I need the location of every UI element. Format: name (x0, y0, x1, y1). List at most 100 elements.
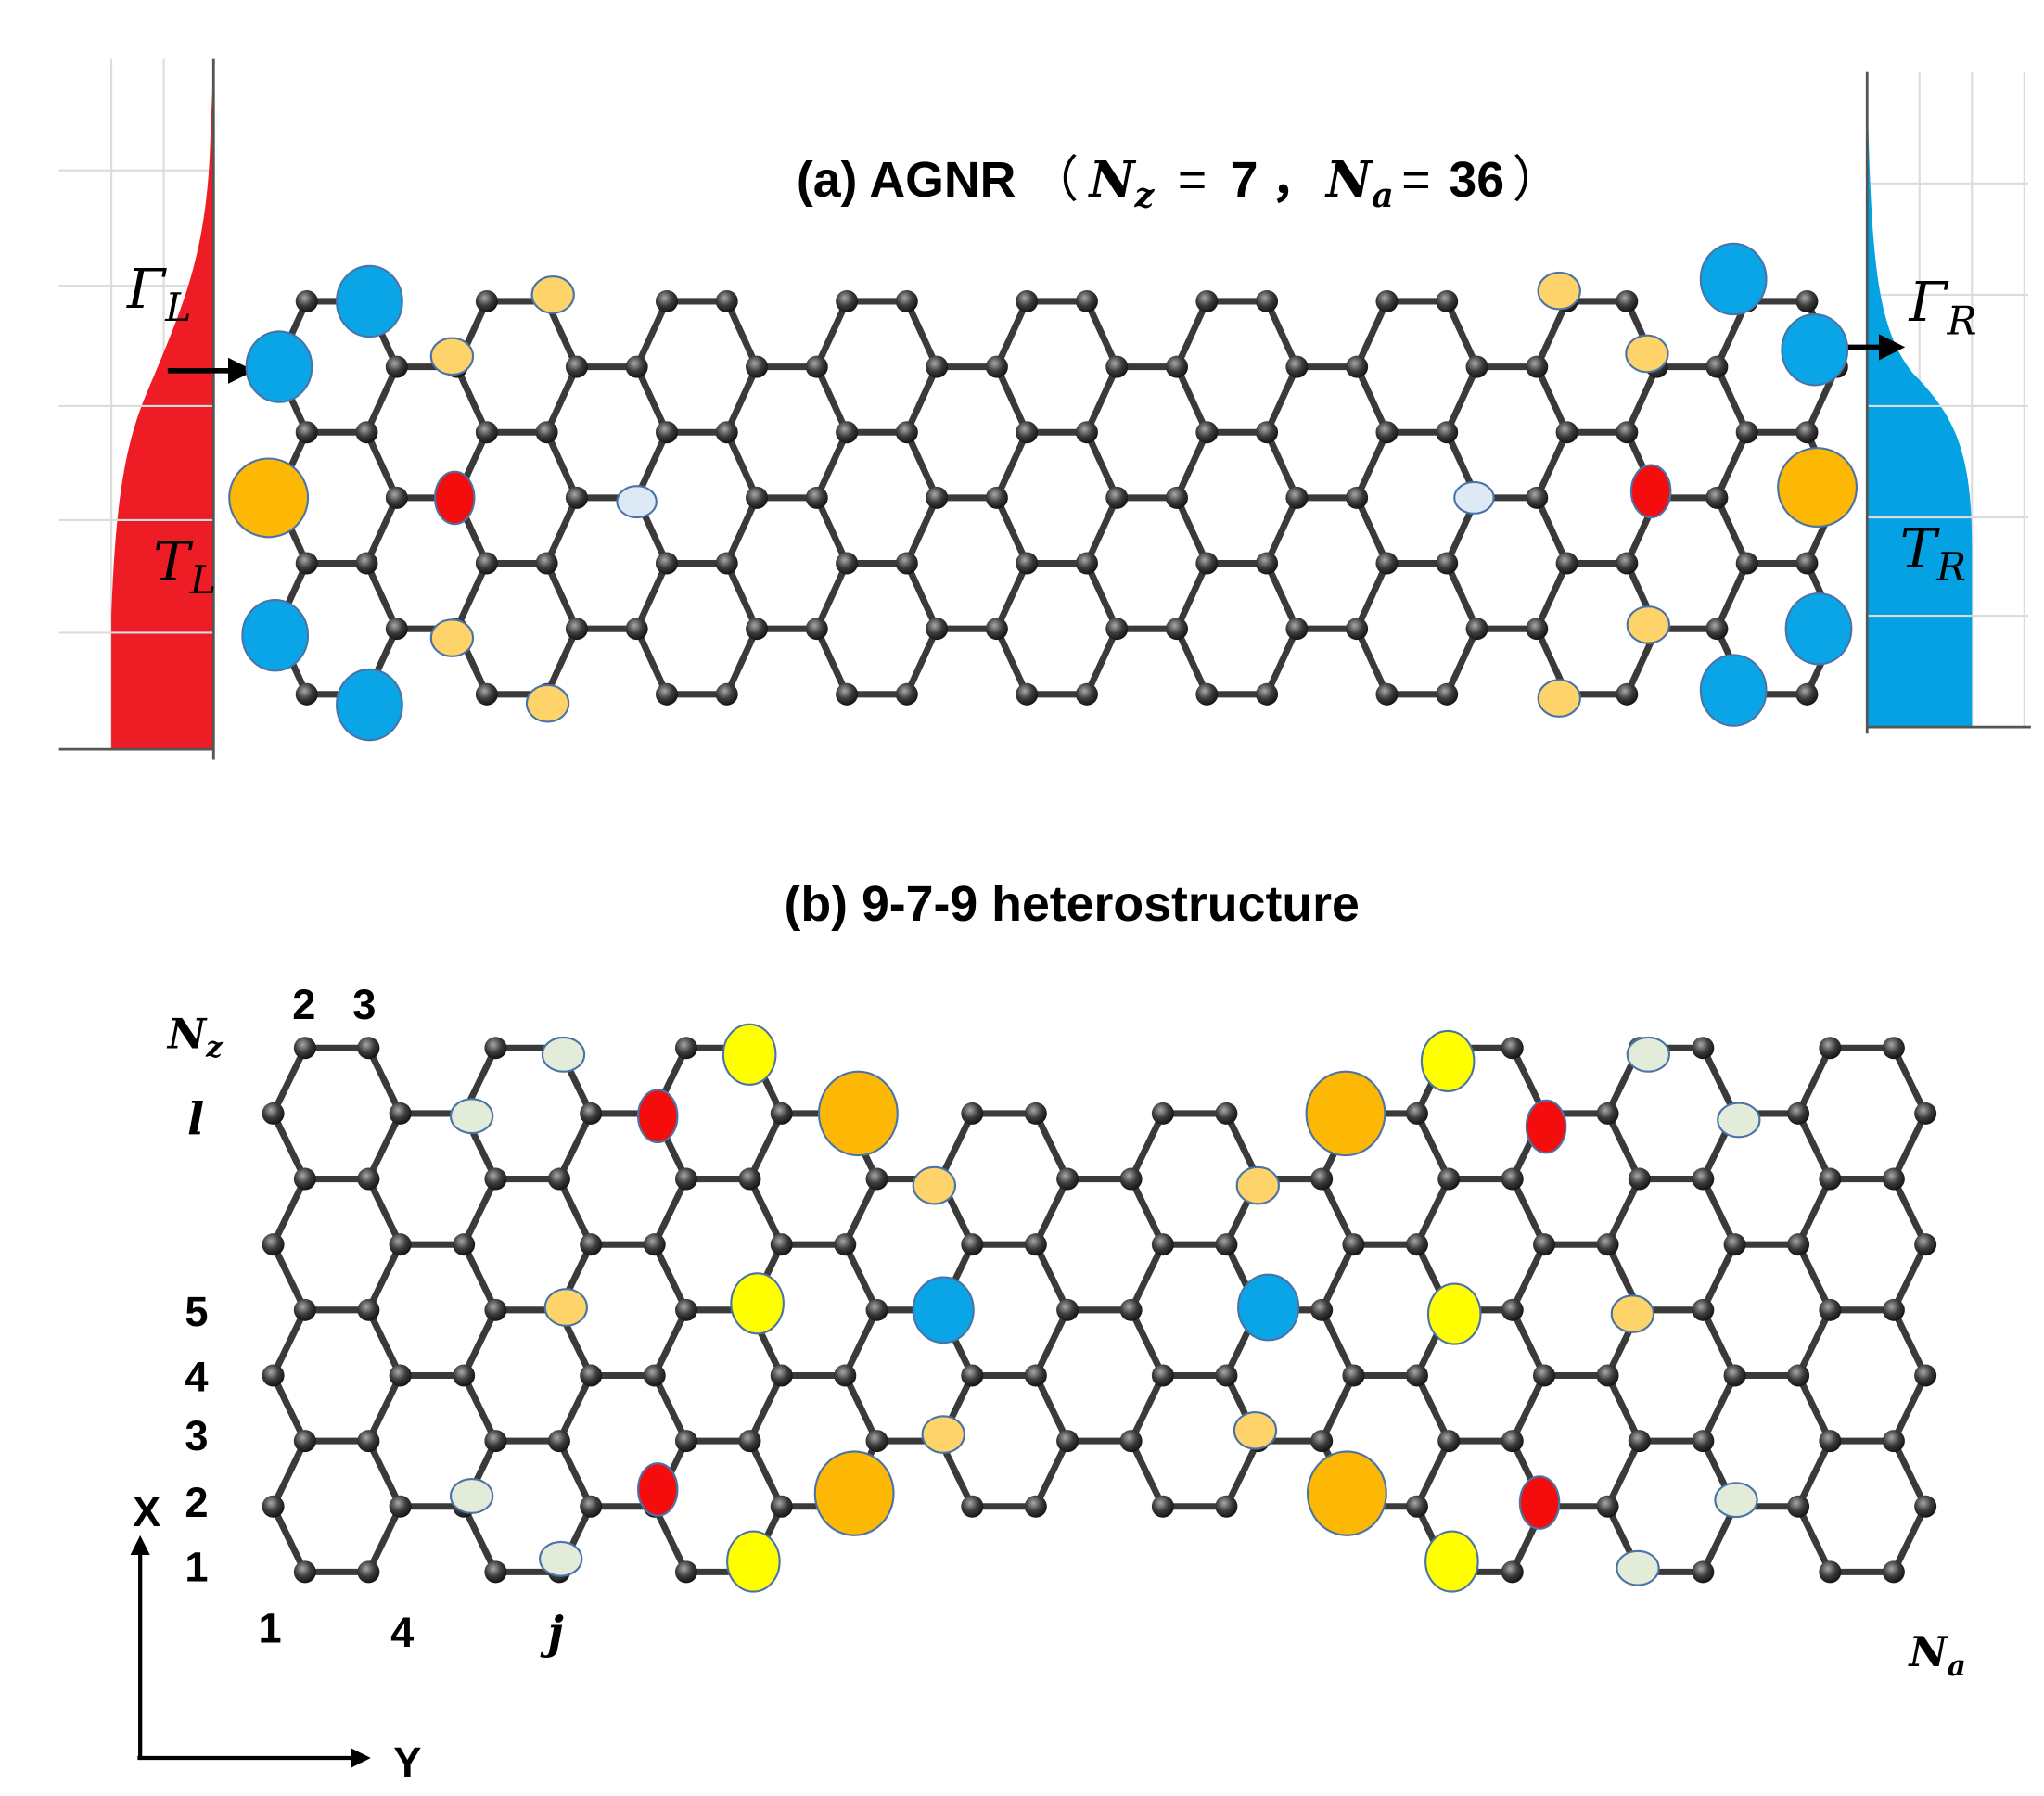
bond (543, 363, 581, 436)
bond (813, 625, 850, 698)
atom (655, 289, 678, 312)
atom (1465, 618, 1488, 641)
bond (1128, 1241, 1167, 1314)
bond (1128, 1437, 1167, 1510)
bond (723, 298, 760, 371)
atom (1151, 1233, 1174, 1256)
bond (1263, 298, 1300, 371)
site (1610, 1294, 1655, 1333)
atom (1195, 552, 1219, 575)
bond (460, 1371, 499, 1445)
bond (993, 363, 1030, 436)
bond (1173, 625, 1210, 698)
bond (651, 1371, 690, 1445)
atom (1024, 1102, 1047, 1125)
atom (1285, 618, 1309, 641)
atom (1016, 289, 1039, 312)
atom (535, 421, 558, 444)
bond (841, 1306, 881, 1380)
bond (746, 1110, 786, 1183)
atom (1437, 1167, 1461, 1191)
atom (385, 355, 408, 378)
site (1537, 271, 1581, 311)
bond (903, 428, 940, 502)
bond (1713, 363, 1751, 436)
bond (270, 1306, 309, 1380)
bond (746, 1176, 786, 1248)
site (912, 1165, 957, 1205)
atom (580, 1364, 603, 1387)
bond (270, 1241, 309, 1314)
bond (1890, 1437, 1929, 1510)
bond (1083, 363, 1120, 436)
bond (1353, 428, 1391, 502)
atom (1165, 355, 1189, 378)
panel-a-title: (a) AGNR （Nz = 7， Na = 36） (797, 150, 1562, 215)
atom (262, 1364, 285, 1387)
atom (357, 1430, 380, 1453)
atom (1616, 289, 1639, 312)
bond (841, 1176, 881, 1248)
atom (715, 552, 738, 575)
bond (1699, 1371, 1739, 1445)
atom (655, 421, 678, 444)
site (429, 337, 475, 376)
atom (357, 1298, 380, 1321)
atom (865, 1298, 888, 1321)
atom (1075, 552, 1098, 575)
bond (363, 559, 401, 632)
bond (1128, 1371, 1167, 1445)
t-left: TL (153, 529, 216, 603)
bond (460, 1306, 499, 1380)
atom (547, 1430, 570, 1453)
bond (1413, 1437, 1452, 1510)
bond (1603, 1437, 1643, 1510)
bond (1713, 494, 1751, 567)
bond (1413, 1110, 1452, 1183)
bond (1713, 428, 1751, 502)
atom (453, 1233, 476, 1256)
atom (836, 552, 859, 575)
atom (1215, 1364, 1238, 1387)
atom (1692, 1560, 1715, 1584)
atom (1375, 682, 1399, 706)
atom (1501, 1560, 1524, 1584)
atom (1628, 1167, 1651, 1191)
bond (633, 363, 671, 436)
bond (841, 1371, 881, 1445)
bond (453, 559, 491, 632)
bond (1443, 363, 1481, 436)
bond (1263, 494, 1300, 567)
atom (1795, 682, 1819, 706)
atom (1501, 1298, 1524, 1321)
atom (389, 1495, 412, 1518)
site (1518, 1475, 1561, 1530)
atom (293, 1298, 316, 1321)
atom (1819, 1167, 1842, 1191)
bond (453, 363, 491, 436)
atom (1075, 682, 1098, 706)
bond (1795, 1503, 1833, 1575)
atom (715, 421, 738, 444)
atom (1375, 552, 1399, 575)
atom (1310, 1167, 1334, 1191)
atom (770, 1102, 793, 1125)
bond (1795, 1241, 1833, 1314)
bond (364, 1110, 404, 1183)
atom (357, 1037, 380, 1060)
atom (1555, 552, 1578, 575)
atom (1596, 1495, 1619, 1518)
bond (556, 1176, 594, 1248)
site (1420, 1029, 1476, 1092)
bond (1222, 1437, 1262, 1510)
atom (1465, 355, 1488, 378)
bond (270, 1371, 309, 1445)
atom (484, 1298, 507, 1321)
bond (1533, 559, 1571, 632)
bond (1263, 428, 1300, 502)
bond (1083, 625, 1120, 698)
bond (1533, 298, 1571, 371)
bond (1318, 1371, 1357, 1445)
bond (556, 1110, 594, 1183)
bond (1509, 1241, 1548, 1314)
